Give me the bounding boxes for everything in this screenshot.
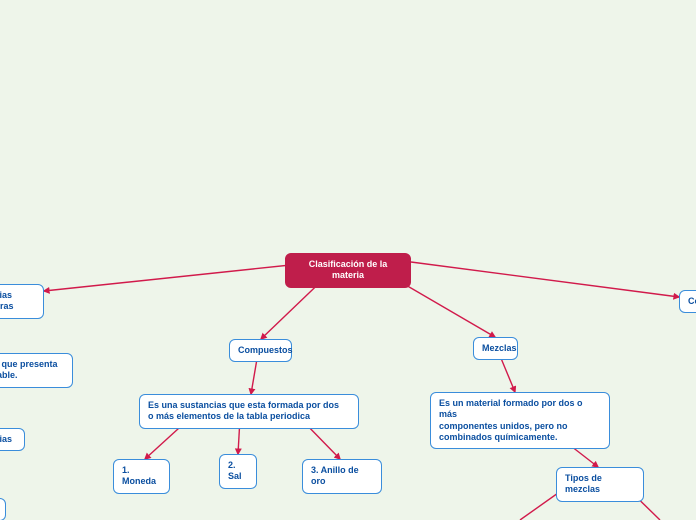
node-mez_desc[interactable]: Es un material formado por dos o más com… — [430, 392, 610, 449]
edge — [411, 262, 679, 297]
node-moneda[interactable]: 1. Moneda — [113, 459, 170, 494]
node-root[interactable]: Clasificación de la materia — [285, 253, 411, 288]
node-compuestos[interactable]: Compuestos — [229, 339, 292, 362]
node-anillo[interactable]: 3. Anillo de oro — [302, 459, 382, 494]
node-sustancias[interactable]: ncias puras — [0, 284, 44, 319]
edge — [44, 264, 300, 291]
node-comp_desc[interactable]: Es una sustancias que esta formada por d… — [139, 394, 359, 429]
node-coloides[interactable]: Colc — [679, 290, 696, 313]
node-sal[interactable]: 2. Sal — [219, 454, 257, 489]
node-mezclas[interactable]: Mezclas — [473, 337, 518, 360]
node-os[interactable]: os — [0, 498, 6, 520]
node-aquella[interactable]: lla que presenta stable. — [0, 353, 73, 388]
node-tipos[interactable]: Tipos de mezclas — [556, 467, 644, 502]
node-ancias[interactable]: ncias — [0, 428, 25, 451]
